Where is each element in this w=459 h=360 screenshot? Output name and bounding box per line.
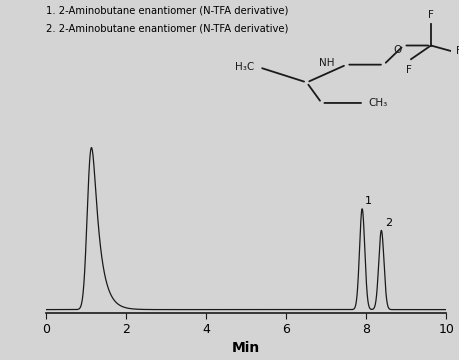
Text: 2. 2-Aminobutane enantiomer (N-TFA derivative): 2. 2-Aminobutane enantiomer (N-TFA deriv… bbox=[46, 23, 288, 33]
Text: NH: NH bbox=[318, 58, 334, 68]
Text: O: O bbox=[393, 45, 401, 55]
Text: CH₃: CH₃ bbox=[368, 98, 387, 108]
Text: 2: 2 bbox=[384, 218, 391, 228]
Text: 1: 1 bbox=[364, 196, 371, 206]
Text: 1. 2-Aminobutane enantiomer (N-TFA derivative): 1. 2-Aminobutane enantiomer (N-TFA deriv… bbox=[46, 5, 288, 15]
Text: F: F bbox=[455, 46, 459, 56]
Text: F: F bbox=[427, 9, 433, 19]
Text: F: F bbox=[405, 65, 411, 75]
Text: H₃C: H₃C bbox=[235, 62, 254, 72]
X-axis label: Min: Min bbox=[231, 342, 260, 355]
